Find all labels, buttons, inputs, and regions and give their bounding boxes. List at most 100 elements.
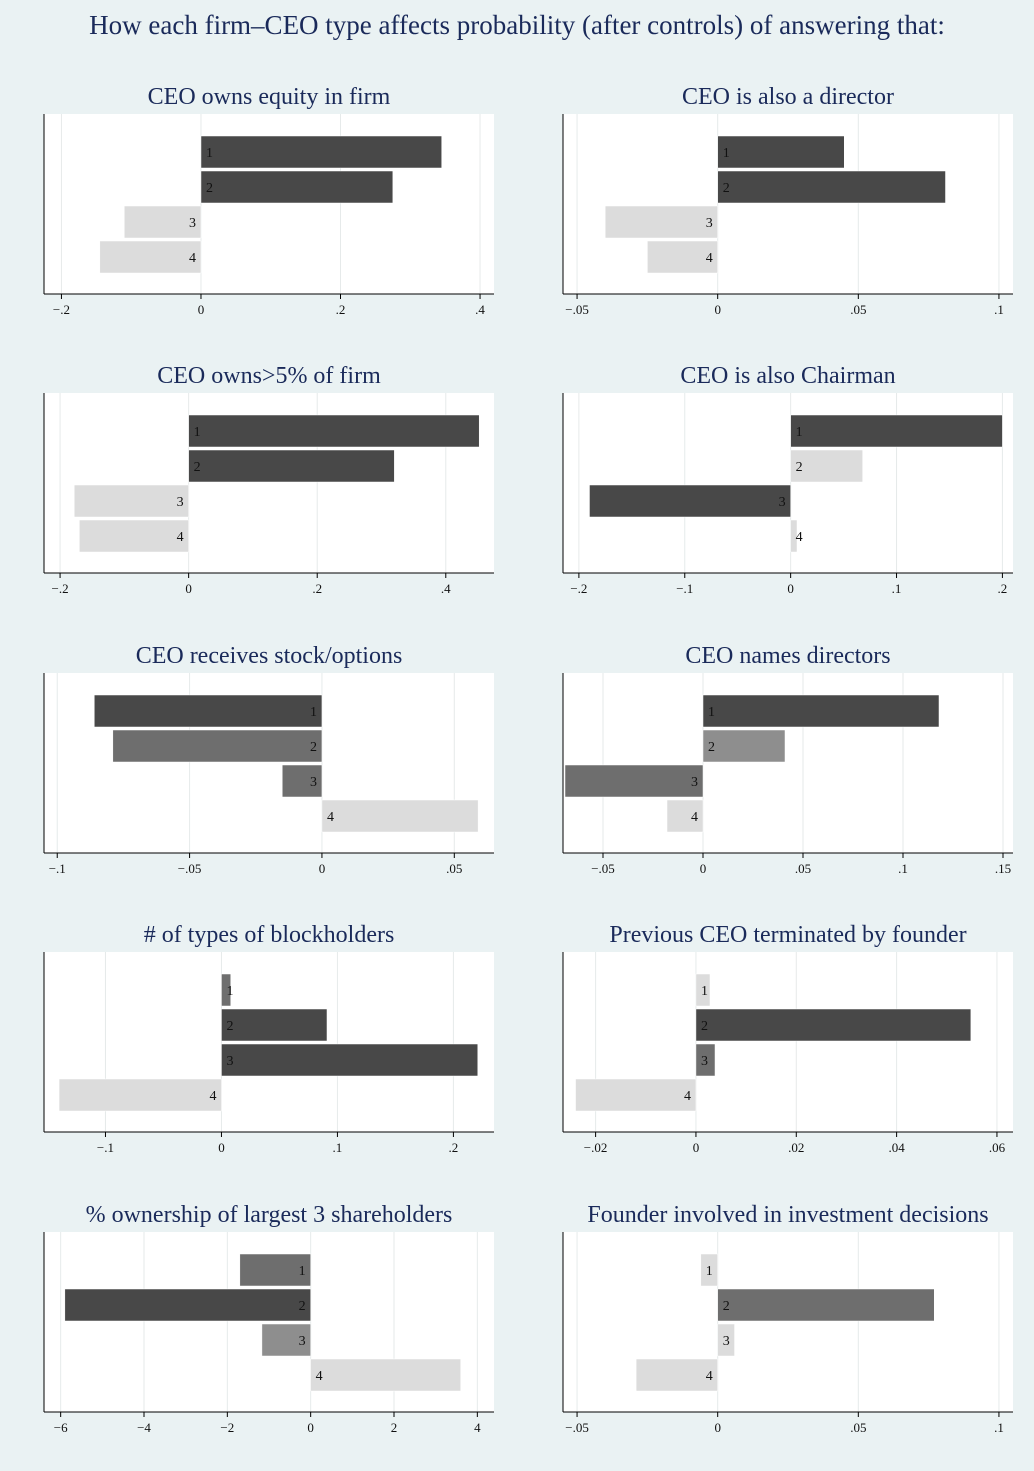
- bar: [589, 484, 791, 518]
- x-tick-label: 0: [693, 1140, 700, 1155]
- panel-8: Previous CEO terminated by founder 1 2 3 4 −.…: [562, 922, 1013, 1155]
- panel-title: # of types of blockholders: [144, 922, 395, 948]
- bar-label: 3: [723, 1334, 730, 1349]
- x-tick-label: −.05: [565, 1420, 589, 1435]
- bar-label: 3: [779, 495, 786, 510]
- x-tick-label: .4: [441, 581, 451, 596]
- bar-label: 1: [701, 984, 708, 999]
- panel-4: CEO is also Chairman 1 2 3 4 −.2 −.1 0 .1 .2: [562, 363, 1013, 596]
- bar-label: 4: [327, 810, 334, 825]
- panel-title: Founder involved in investment decisions: [587, 1202, 988, 1228]
- panel-7: # of types of blockholders 1 2 3 4 −.1 0 .1 .2: [43, 922, 494, 1155]
- bar: [123, 205, 202, 239]
- x-tick-label: .05: [850, 1420, 866, 1435]
- x-tick-label: 4: [474, 1420, 481, 1435]
- x-tick-label: 0: [307, 1420, 314, 1435]
- bar: [717, 135, 845, 169]
- bar: [666, 799, 704, 833]
- bar-label: 1: [723, 146, 730, 161]
- bar-label: 4: [316, 1369, 323, 1384]
- bar-label: 2: [206, 181, 213, 196]
- plot-area: [563, 1232, 1013, 1412]
- x-tick-label: −.05: [178, 861, 202, 876]
- bar: [200, 135, 442, 169]
- bar: [700, 1253, 718, 1287]
- x-tick-label: .04: [888, 1140, 905, 1155]
- x-tick-label: .2: [449, 1140, 459, 1155]
- x-tick-label: 0: [319, 861, 326, 876]
- panel-title: CEO is also Chairman: [680, 363, 895, 389]
- x-tick-label: 0: [218, 1140, 225, 1155]
- x-tick-label: .2: [336, 302, 346, 317]
- bar-label: 3: [189, 216, 196, 231]
- panel-6: CEO names directors 1 2 3 4 −.05 0 .05 .1 .15: [562, 643, 1013, 876]
- bar: [695, 1043, 716, 1077]
- bar-label: 4: [796, 530, 803, 545]
- bar-label: 3: [226, 1054, 233, 1069]
- panel-title: CEO receives stock/options: [136, 643, 403, 669]
- x-tick-label: .2: [998, 581, 1008, 596]
- panel-9: % ownership of largest 3 shareholders 1 2 3…: [43, 1202, 494, 1435]
- bar: [604, 205, 718, 239]
- bar: [200, 170, 394, 204]
- x-tick-label: .05: [446, 861, 462, 876]
- bar: [188, 414, 480, 448]
- x-tick-label: −.2: [53, 302, 70, 317]
- x-tick-label: .1: [892, 581, 902, 596]
- bar-label: 1: [706, 1264, 713, 1279]
- bar-label: 2: [194, 460, 201, 475]
- bar-label: 1: [299, 1264, 306, 1279]
- x-tick-label: 0: [714, 1420, 721, 1435]
- panel-1: CEO owns equity in firm 1 2 3 4 −.2 0 .2 .4: [43, 84, 494, 317]
- panel-title: Previous CEO terminated by founder: [609, 922, 966, 948]
- x-tick-label: .1: [994, 1420, 1004, 1435]
- bar-label: 3: [706, 216, 713, 231]
- bar-label: 1: [226, 984, 233, 999]
- bar: [717, 1288, 935, 1322]
- bar-label: 1: [310, 705, 317, 720]
- x-tick-label: 0: [700, 861, 707, 876]
- bar: [261, 1323, 311, 1357]
- x-tick-label: −.2: [570, 581, 587, 596]
- bar-label: 3: [701, 1054, 708, 1069]
- x-tick-label: .2: [312, 581, 322, 596]
- bar: [99, 240, 202, 274]
- panel-2: CEO is also a director 1 2 3 4 −.05 0 .05 .1: [562, 84, 1013, 317]
- bar: [635, 1358, 718, 1392]
- x-tick-label: 0: [714, 302, 721, 317]
- x-tick-label: −.2: [52, 581, 69, 596]
- bar: [564, 764, 704, 798]
- bar-label: 4: [706, 1369, 713, 1384]
- x-tick-label: 0: [787, 581, 794, 596]
- bar: [717, 170, 946, 204]
- x-tick-label: .05: [795, 861, 811, 876]
- bar-label: 2: [299, 1299, 306, 1314]
- bar: [695, 1008, 972, 1042]
- x-tick-label: −4: [137, 1420, 151, 1435]
- x-tick-label: −.1: [49, 861, 66, 876]
- bar-label: 3: [691, 775, 698, 790]
- bar: [94, 694, 323, 728]
- panel-title: CEO names directors: [685, 643, 890, 669]
- panel-title: CEO owns>5% of firm: [157, 363, 381, 389]
- bar: [717, 1323, 735, 1357]
- x-tick-label: 2: [391, 1420, 398, 1435]
- bar-label: 3: [310, 775, 317, 790]
- x-tick-label: .05: [850, 302, 866, 317]
- bar: [112, 729, 323, 763]
- panel-title: % ownership of largest 3 shareholders: [86, 1202, 453, 1228]
- bar-label: 2: [310, 740, 317, 755]
- bar-label: 4: [209, 1089, 216, 1104]
- panel-title: CEO is also a director: [682, 84, 894, 110]
- bar: [221, 973, 231, 1007]
- x-tick-label: 0: [198, 302, 205, 317]
- bar-label: 1: [796, 425, 803, 440]
- x-tick-label: −6: [54, 1420, 68, 1435]
- bar: [239, 1253, 311, 1287]
- bar: [790, 519, 798, 553]
- x-tick-label: −.05: [565, 302, 589, 317]
- bar-label: 4: [691, 810, 698, 825]
- bar-label: 2: [796, 460, 803, 475]
- bar-label: 2: [226, 1019, 233, 1034]
